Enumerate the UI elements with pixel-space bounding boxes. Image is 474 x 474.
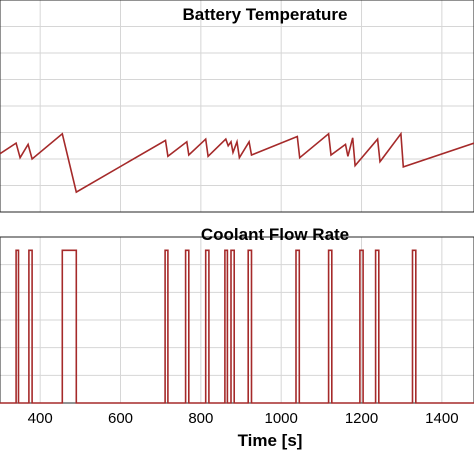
coolant-flow-rate-title: Coolant Flow Rate	[201, 225, 349, 244]
x-tick-label: 400	[28, 410, 53, 427]
x-tick-label: 600	[108, 410, 133, 427]
x-tick-label: 1000	[264, 410, 297, 427]
x-axis-label: Time [s]	[238, 431, 303, 450]
x-tick-labels: 400 600 800 1000 1200 1400	[28, 410, 459, 427]
coolant-flow-rate-panel: Coolant Flow Rate 400 600 800 1000 1200 1400 …	[0, 225, 474, 450]
coolant-flow-rate-grid	[0, 237, 474, 403]
battery-temperature-frame	[0, 0, 474, 213]
battery-temperature-panel: Battery Temperature	[0, 0, 474, 213]
battery-temperature-line	[0, 131, 474, 194]
x-tick-label: 800	[188, 410, 213, 427]
battery-temperature-grid	[0, 0, 474, 212]
battery-temperature-title: Battery Temperature	[182, 5, 347, 24]
x-tick-label: 1200	[345, 410, 378, 427]
x-tick-label: 1400	[425, 410, 458, 427]
coolant-flow-rate-line	[0, 249, 474, 404]
